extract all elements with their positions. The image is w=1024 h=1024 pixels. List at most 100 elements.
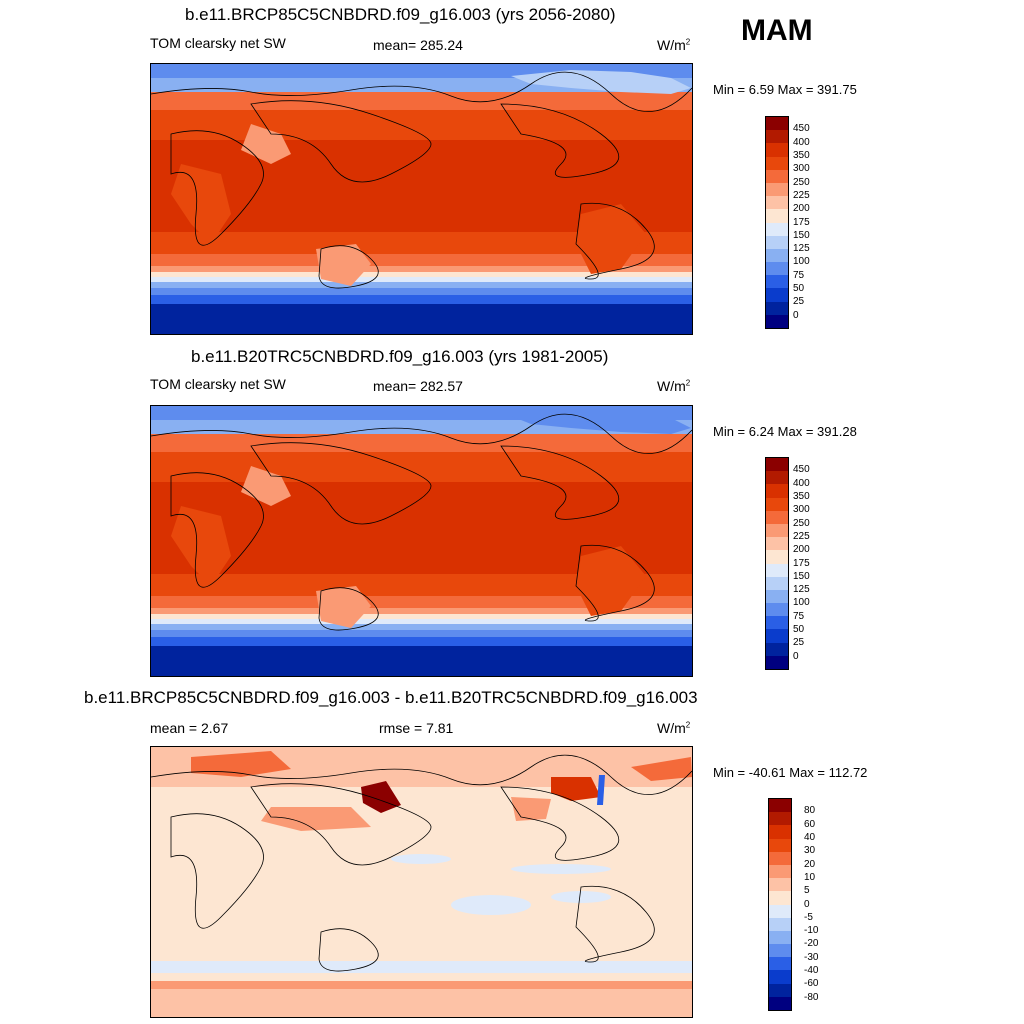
colorbar-tick-label: 300: [793, 163, 810, 175]
colorbar-tick-label: 30: [804, 845, 816, 857]
colorbar-tick-label: 125: [793, 243, 810, 255]
colorbar-tick-label: 450: [793, 123, 810, 135]
colorbar-tick-label: 450: [793, 464, 810, 476]
panel3-map: [150, 746, 693, 1018]
colorbar-swatch: [766, 484, 788, 498]
panel3-minmax: Min = -40.61 Max = 112.72: [713, 765, 868, 780]
colorbar-tick-label: 0: [804, 898, 810, 910]
panel2-colorbar: [765, 457, 789, 670]
colorbar-swatch: [766, 288, 788, 302]
panel1-colorbar: [765, 116, 789, 329]
colorbar-swatch: [769, 957, 791, 971]
panel1-map-field: [151, 64, 692, 334]
colorbar-tick-label: 75: [793, 610, 805, 622]
colorbar-tick-label: 25: [793, 637, 805, 649]
colorbar-tick-label: 125: [793, 584, 810, 596]
colorbar-tick-label: 100: [793, 597, 810, 609]
colorbar-tick-label: 10: [804, 871, 816, 883]
panel2-map-field: [151, 406, 692, 676]
colorbar-tick-label: 40: [804, 831, 816, 843]
colorbar-swatch: [766, 209, 788, 223]
colorbar-tick-label: -40: [804, 965, 819, 977]
colorbar-swatch: [769, 838, 791, 852]
panel3-rmse: rmse = 7.81: [379, 720, 454, 736]
colorbar-tick-label: 60: [804, 818, 816, 830]
colorbar-swatch: [766, 156, 788, 170]
colorbar-swatch: [766, 143, 788, 157]
season-label: MAM: [741, 14, 813, 47]
colorbar-tick-label: 0: [793, 309, 799, 321]
panel1-mean: mean= 285.24: [373, 37, 463, 53]
colorbar-swatch: [769, 878, 791, 892]
colorbar-swatch: [769, 851, 791, 865]
colorbar-swatch: [769, 799, 791, 813]
colorbar-swatch: [766, 169, 788, 183]
colorbar-tick-label: 50: [793, 624, 805, 636]
colorbar-tick-label: 350: [793, 490, 810, 502]
colorbar-swatch: [766, 629, 788, 643]
colorbar-swatch: [766, 262, 788, 276]
panel1-title: b.e11.BRCP85C5CNBDRD.f09_g16.003 (yrs 20…: [185, 5, 616, 24]
colorbar-swatch: [766, 603, 788, 617]
colorbar-swatch: [766, 550, 788, 564]
panel2-map: [150, 405, 693, 677]
colorbar-tick-label: -60: [804, 978, 819, 990]
colorbar-swatch: [766, 117, 788, 131]
colorbar-swatch: [769, 904, 791, 918]
colorbar-swatch: [766, 576, 788, 590]
panel3-title: b.e11.BRCP85C5CNBDRD.f09_g16.003 - b.e11…: [84, 688, 698, 707]
colorbar-swatch: [769, 812, 791, 826]
panel3-mean: mean = 2.67: [150, 720, 229, 736]
panel2-units: W/m2: [657, 378, 691, 394]
colorbar-swatch: [766, 275, 788, 289]
colorbar-tick-label: 20: [804, 858, 816, 870]
colorbar-swatch: [769, 864, 791, 879]
colorbar-swatch: [766, 510, 788, 524]
colorbar-tick-label: 300: [793, 504, 810, 516]
panel3-map-field: [151, 747, 692, 1017]
colorbar-tick-label: 175: [793, 557, 810, 569]
panel1-map: [150, 63, 693, 335]
colorbar-tick-label: 100: [793, 256, 810, 268]
colorbar-swatch: [766, 314, 788, 328]
colorbar-swatch: [769, 996, 791, 1010]
colorbar-swatch: [766, 222, 788, 236]
colorbar-swatch: [766, 130, 788, 144]
colorbar-tick-label: 225: [793, 189, 810, 201]
colorbar-tick-label: 400: [793, 477, 810, 489]
colorbar-swatch: [766, 642, 788, 656]
colorbar-tick-label: 175: [793, 216, 810, 228]
panel3-units: W/m2: [657, 720, 691, 736]
colorbar-tick-label: -80: [804, 991, 819, 1003]
colorbar-swatch: [769, 970, 791, 984]
colorbar-tick-label: -5: [804, 911, 813, 923]
colorbar-swatch: [766, 196, 788, 210]
panel2-variable: TOM clearsky net SW: [150, 376, 286, 392]
colorbar-swatch: [766, 563, 788, 577]
colorbar-swatch: [769, 891, 791, 905]
colorbar-tick-label: 25: [793, 296, 805, 308]
colorbar-tick-label: 200: [793, 203, 810, 215]
colorbar-tick-label: 250: [793, 176, 810, 188]
panel1-units: W/m2: [657, 37, 691, 53]
colorbar-swatch: [766, 497, 788, 511]
colorbar-tick-label: 150: [793, 570, 810, 582]
colorbar-tick-label: 50: [793, 283, 805, 295]
colorbar-swatch: [766, 248, 788, 263]
colorbar-swatch: [769, 983, 791, 997]
panel2-mean: mean= 282.57: [373, 378, 463, 394]
panel2-title: b.e11.B20TRC5CNBDRD.f09_g16.003 (yrs 198…: [191, 347, 609, 366]
panel2-minmax: Min = 6.24 Max = 391.28: [713, 424, 857, 439]
colorbar-tick-label: 400: [793, 136, 810, 148]
colorbar-swatch: [769, 944, 791, 958]
colorbar-swatch: [766, 182, 788, 197]
colorbar-swatch: [766, 235, 788, 249]
colorbar-swatch: [769, 825, 791, 839]
colorbar-tick-label: 150: [793, 229, 810, 241]
colorbar-tick-label: 80: [804, 805, 816, 817]
colorbar-swatch: [769, 917, 791, 931]
colorbar-swatch: [766, 655, 788, 669]
colorbar-swatch: [766, 537, 788, 551]
colorbar-tick-label: 75: [793, 269, 805, 281]
colorbar-swatch: [766, 589, 788, 604]
